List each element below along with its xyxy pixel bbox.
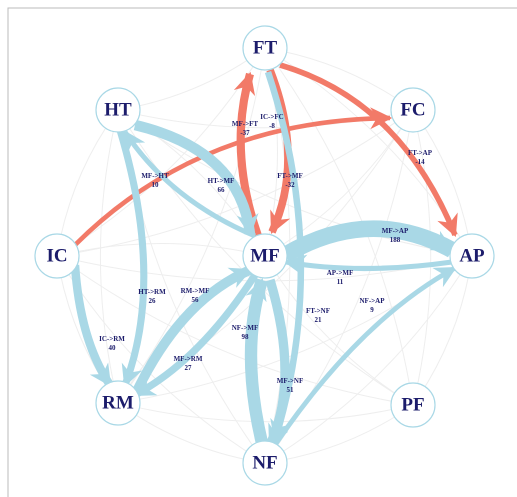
edge (122, 130, 256, 239)
edge-label: FT->AP (408, 149, 433, 157)
background-link (264, 255, 473, 464)
node-label: NF (252, 453, 277, 474)
edge-label: MF->HT (141, 172, 169, 180)
node (242, 440, 288, 486)
node-label: MF (250, 246, 280, 267)
background-link (56, 255, 414, 406)
edge-value: 56 (192, 296, 200, 304)
edge (283, 254, 453, 277)
edge (244, 277, 269, 445)
edge-label: FT->NF (306, 307, 330, 315)
edge-value: 11 (337, 278, 344, 286)
edge-value: 98 (242, 333, 250, 341)
edge-label: NF->AP (360, 297, 386, 305)
node-label: FC (400, 100, 425, 121)
edge-labels: MF->FT-37 IC->FC-8 FT->AP-14 FT->MF-32 MF->H… (99, 113, 433, 394)
node-label: AP (459, 246, 485, 267)
edge-label: MF->NF (277, 377, 304, 385)
node (449, 233, 495, 279)
node (95, 87, 141, 133)
frame (7, 7, 517, 497)
edge (133, 119, 259, 237)
edge-label: HT->RM (138, 288, 166, 296)
edge-value: 9 (370, 306, 374, 314)
edge-value: 51 (287, 386, 295, 394)
node (390, 87, 436, 133)
edge-label: HT->MF (208, 177, 235, 185)
edge-label: MF->RM (174, 355, 203, 363)
node-label: IC (46, 246, 67, 267)
edge-value: 26 (149, 297, 157, 305)
background-link (412, 109, 432, 406)
edge (280, 220, 456, 263)
node-label: FT (253, 38, 278, 59)
node (95, 380, 141, 426)
node-label: HT (104, 100, 132, 121)
node (242, 25, 288, 71)
node (34, 233, 80, 279)
edge-value: 40 (109, 344, 117, 352)
edge-label: NF->MF (232, 324, 259, 332)
node-label: PF (401, 395, 424, 416)
background-link (412, 255, 473, 406)
edge-value: 10 (152, 181, 160, 189)
edge-label: FT->MF (277, 172, 303, 180)
background-link (264, 109, 414, 257)
edge-value: -14 (415, 158, 425, 166)
edge-value: 27 (185, 364, 193, 372)
edge (273, 265, 457, 447)
edge (279, 62, 458, 238)
node (390, 382, 436, 428)
edges (70, 62, 458, 447)
edge (133, 273, 259, 399)
edge-label: IC->RM (99, 335, 125, 343)
background-link (264, 255, 414, 406)
nodes: FT FC AP PF NF RM IC HT MF (34, 25, 495, 486)
edge (70, 264, 114, 388)
edge (130, 265, 253, 398)
background-link (117, 47, 266, 404)
edge-label: RM->MF (181, 287, 210, 295)
edge-value: -37 (240, 129, 250, 137)
background-link (264, 404, 414, 464)
edge-value: 66 (218, 186, 226, 194)
background-link (117, 402, 414, 423)
background-link (117, 402, 266, 464)
background-link (56, 243, 266, 257)
background-link (264, 47, 414, 406)
edge-value: -32 (285, 181, 295, 189)
edge-label: IC->FC (260, 113, 283, 121)
node (242, 233, 288, 279)
edge (116, 128, 148, 388)
edge (265, 278, 290, 447)
node-label: RM (102, 393, 134, 414)
edge-value: -8 (269, 122, 275, 130)
edge-value: 21 (315, 316, 323, 324)
edge-label: MF->FT (232, 120, 258, 128)
edge-value: 188 (390, 236, 401, 244)
edge-label: AP->MF (327, 269, 354, 277)
edge-label: MF->AP (382, 227, 409, 235)
edge (73, 107, 393, 247)
background-link (99, 109, 119, 404)
